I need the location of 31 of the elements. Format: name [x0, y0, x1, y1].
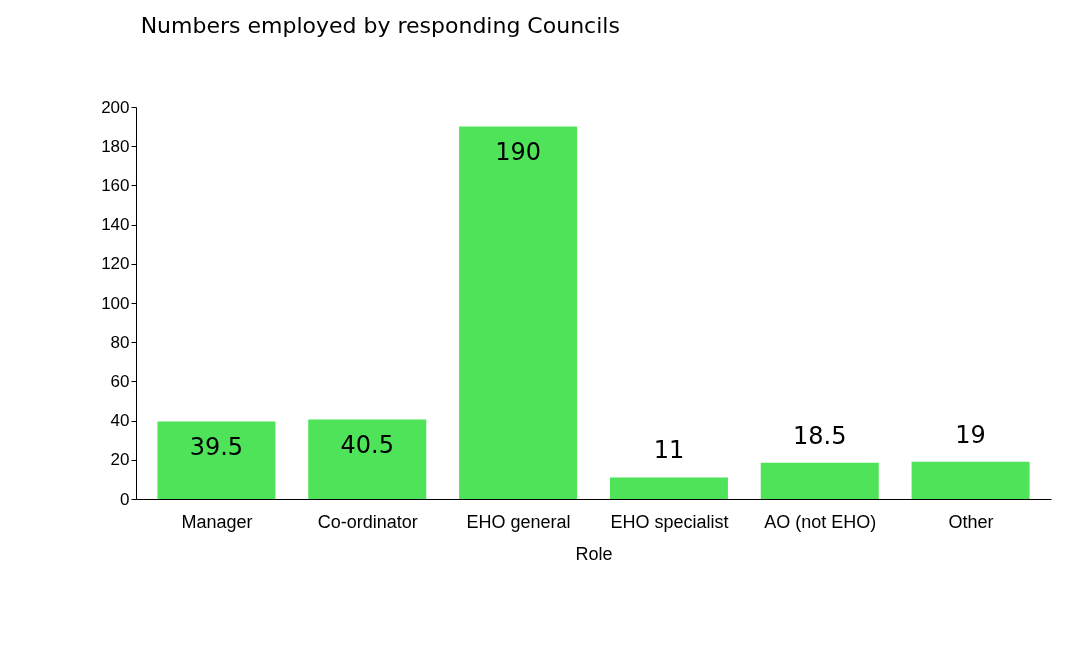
- data-label: 190: [495, 137, 541, 166]
- bar: [157, 421, 276, 499]
- bar: [911, 461, 1030, 499]
- x-axis-title: Role: [575, 543, 613, 564]
- x-tick-label: EHO general: [466, 511, 571, 532]
- data-label: 11: [653, 436, 685, 465]
- y-tick-label: 100: [101, 293, 130, 313]
- y-tick-label: 160: [101, 175, 130, 195]
- y-tick-label: 40: [110, 411, 130, 431]
- bar: [308, 419, 427, 499]
- chart-title: Numbers employed by responding Councils: [140, 13, 620, 38]
- data-label: 40.5: [340, 430, 394, 459]
- x-tick-label: EHO specialist: [610, 511, 729, 532]
- bar: [459, 126, 578, 499]
- bar: [609, 477, 728, 499]
- y-tick-label: 20: [110, 450, 130, 470]
- x-tick-label: AO (not EHO): [764, 511, 877, 532]
- bar: [760, 462, 879, 499]
- y-tick-label: 80: [110, 332, 130, 352]
- x-tick-label: Co-ordinator: [317, 511, 418, 532]
- y-tick-label: 0: [120, 489, 130, 509]
- y-tick-label: 60: [110, 371, 130, 391]
- y-tick-label: 120: [101, 254, 130, 274]
- y-tick-label: 180: [101, 136, 130, 156]
- data-label: 19: [955, 420, 986, 449]
- x-tick-label: Manager: [181, 511, 253, 532]
- y-tick-label: 200: [101, 97, 130, 117]
- x-tick-label: Other: [948, 511, 994, 532]
- data-label: 39.5: [189, 432, 244, 461]
- y-tick-label: 140: [101, 215, 130, 235]
- data-label: 18.5: [793, 421, 847, 450]
